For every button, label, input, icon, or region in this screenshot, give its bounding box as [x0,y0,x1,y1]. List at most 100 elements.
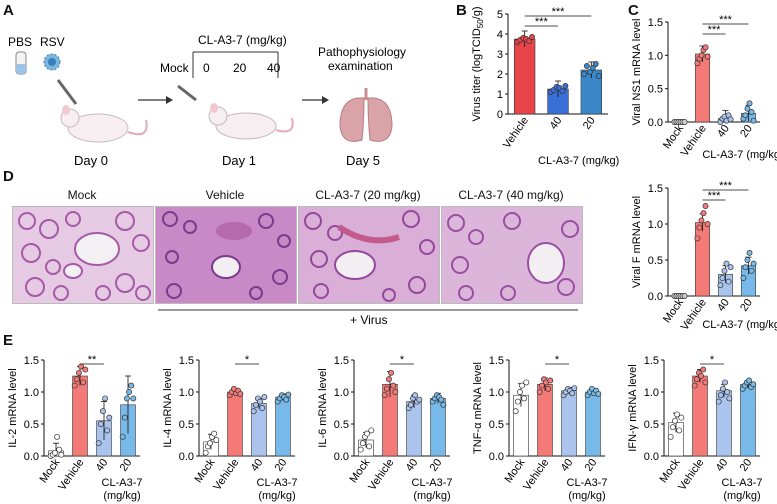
data-point [119,433,126,440]
y-tick-label: 0.5 [648,84,663,96]
data-point [390,382,397,389]
y-tick-label: 1.0 [644,387,659,399]
data-point [595,73,602,79]
x-tick-label: 40 [559,457,576,474]
data-point [54,433,61,440]
data-point [523,379,530,386]
rsv-label: RSV [40,35,65,49]
x-tick-label: Vehicle [521,457,551,493]
data-point [724,389,731,395]
data-point [51,449,58,456]
y-tick-label: 4 [497,29,503,41]
bar [561,390,577,457]
y-tick-label: 0 [497,109,503,121]
data-point [536,389,543,395]
data-point [526,38,533,44]
data-point [259,405,266,411]
data-point [82,366,89,373]
data-point [126,389,133,395]
data-point [694,235,701,242]
y-tick-label: 1.5 [24,355,39,367]
data-point [407,401,414,408]
y-axis-label: TNF-α mRNA level [472,362,484,454]
data-point [746,100,753,107]
x-axis-label: CL-A3-7 (mg/kg) [538,155,619,167]
y-tick-label: 1.5 [334,355,349,367]
data-point [721,267,728,274]
data-point [261,394,268,401]
data-point [700,366,707,373]
x-axis-label: CL-A3-7 [102,477,143,489]
y-tick-label: 0.5 [489,419,504,431]
histology-title-20: CL-A3-7 (20 mg/kg) [315,188,421,202]
bar [537,384,553,457]
data-point [106,414,113,421]
x-tick-label: 40 [249,457,266,474]
data-point [547,377,554,384]
x-tick-label: 20 [273,457,290,474]
data-point [211,430,218,437]
y-tick-label: 1.0 [334,387,349,399]
data-point [285,391,292,398]
y-axis-label: IL-4 mRNA level [162,368,174,447]
y-axis-label: IFN-γ mRNA level [627,364,639,451]
data-point [538,382,545,389]
data-point [693,376,700,383]
data-point [681,293,688,299]
data-point [545,385,552,392]
bar [275,396,291,457]
data-point [80,379,87,386]
x-tick-label: Vehicle [56,457,86,493]
data-point [719,275,726,281]
significance-label: *** [719,180,733,192]
data-point [750,117,757,124]
data-point [99,408,106,415]
chart-virus-titer: 0 1 2 3 4 5 Virus titer (logTCID50/g) Vehicle 40… [471,6,619,167]
x-axis-label: CL-A3-7 [567,477,608,489]
data-point [719,385,726,392]
data-point [392,389,399,395]
data-point [727,264,734,271]
data-point [669,424,676,431]
significance-label: * [710,354,715,366]
data-point [746,249,753,256]
y-tick-label: 1.5 [644,355,659,367]
data-point [516,389,523,395]
panel-label-c: C [628,2,639,19]
data-point [412,392,419,399]
x-axis-label-unit: (mg/kg) [103,490,140,502]
lung-tissue-image [442,207,582,303]
x-tick-label: 20 [583,457,600,474]
y-tick-label: 0.0 [648,117,663,129]
data-point [742,112,749,119]
histology-title-vehicle: Vehicle [205,188,245,202]
dose-tick-40: 40 [267,61,281,75]
x-axis-label-unit: (mg/kg) [258,490,295,502]
y-tick-label: 1 [497,89,503,101]
y-axis-label: Viral F mRNA level [631,196,643,288]
lung-tissue-image [13,207,153,303]
data-point [56,446,63,453]
data-point [250,408,257,415]
significance-label: *** [719,14,733,26]
data-point [95,440,102,447]
data-point [700,210,707,217]
data-point [674,411,681,418]
data-point [748,267,755,274]
data-point [104,427,111,434]
data-point [744,257,751,263]
data-point [252,401,259,408]
data-point [676,427,683,434]
data-point [742,264,749,271]
x-tick-label: 40 [404,457,421,474]
x-axis-label-unit: (mg/kg) [413,490,450,502]
histology-title-mock: Mock [67,188,97,202]
lung-tissue-image [156,207,296,303]
y-axis-label: IL-6 mRNA level [317,368,329,447]
data-point [722,379,729,386]
y-tick-label: 0.0 [644,451,659,463]
y-tick-label: 0.0 [648,291,663,303]
significance-label: ** [88,354,97,366]
